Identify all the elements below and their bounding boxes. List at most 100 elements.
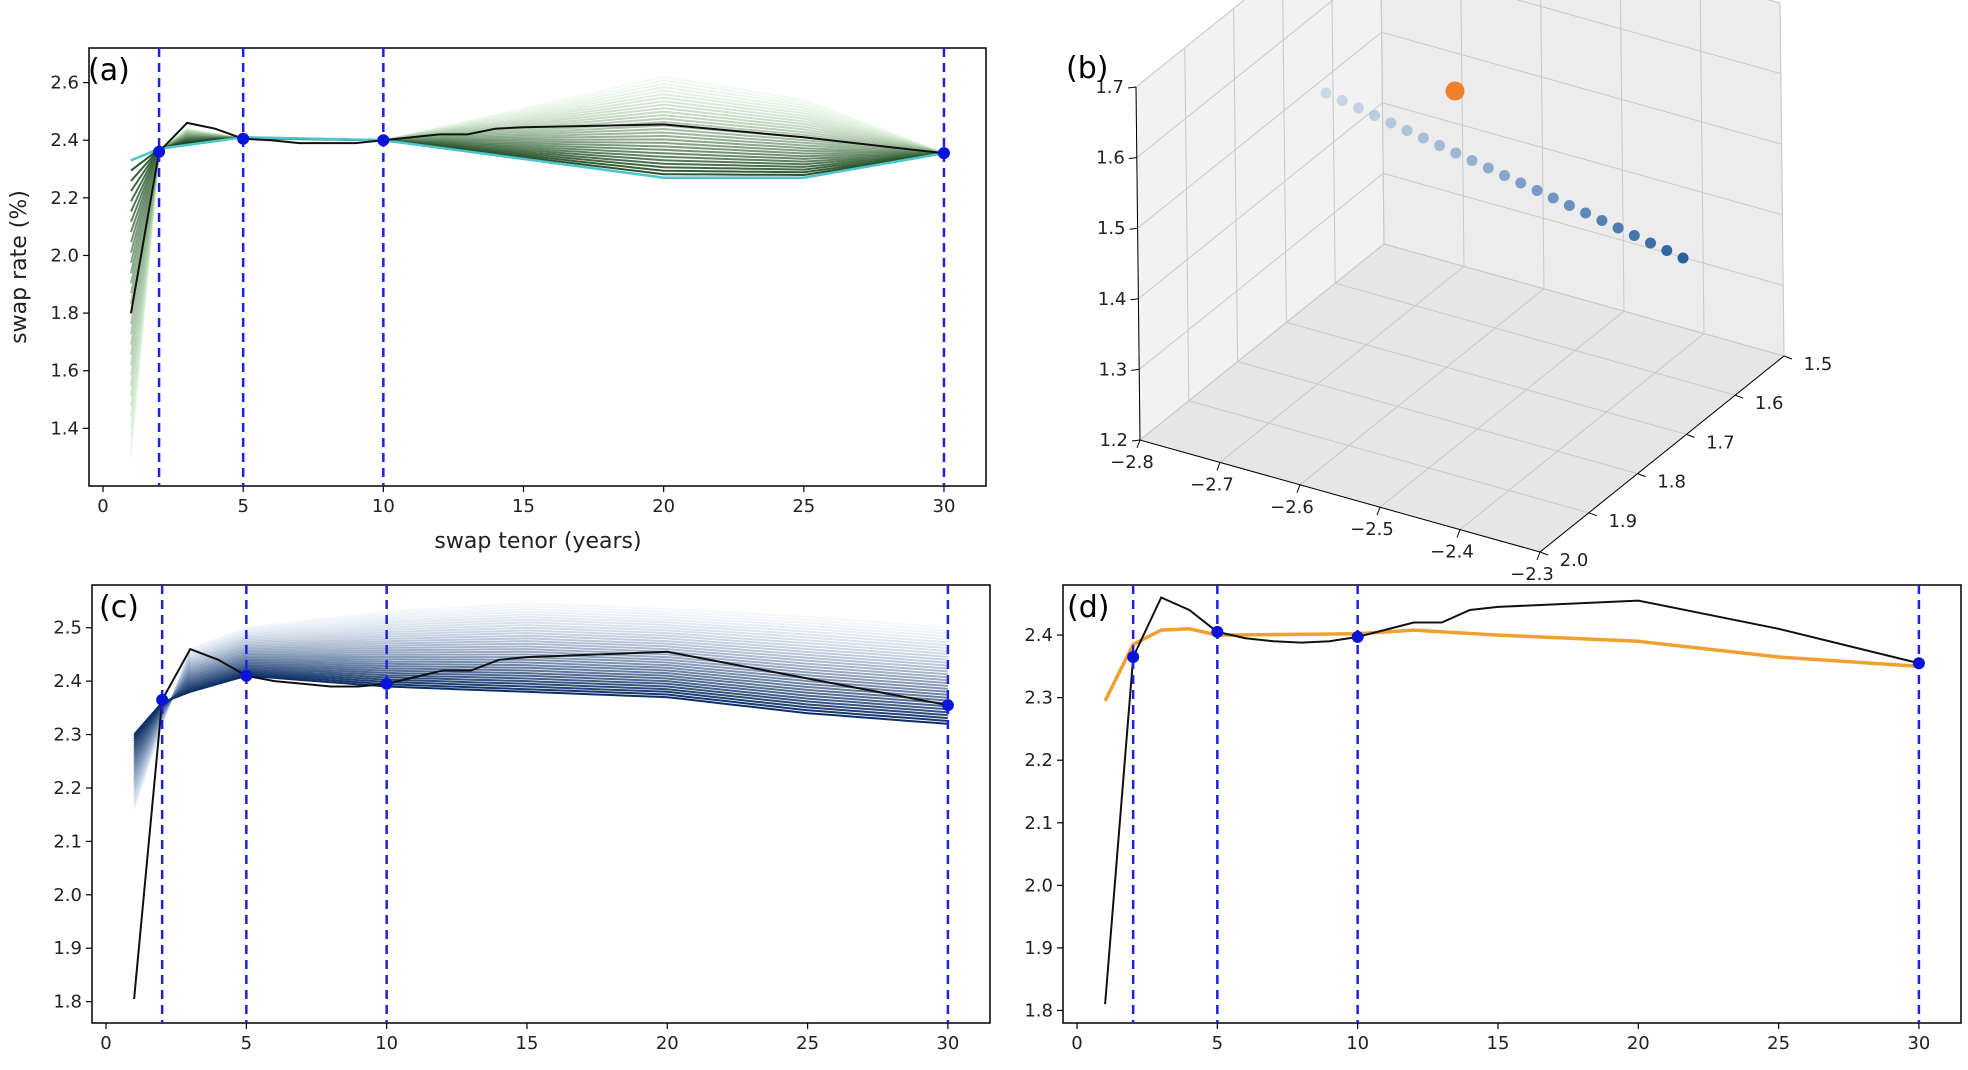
grid-x-floor — [1219, 266, 1465, 463]
ytick-label: 2.3 — [1024, 688, 1053, 709]
scatter-point — [1450, 147, 1462, 159]
scatter-point — [1482, 162, 1494, 174]
z3d-tick-label: 1.7 — [1095, 77, 1124, 98]
family-curve — [133, 660, 948, 758]
ytick-label: 1.9 — [53, 938, 82, 959]
family-curve — [133, 661, 948, 756]
scatter-point — [1661, 245, 1673, 256]
marker-dot — [941, 699, 954, 712]
scatter-point — [1401, 125, 1413, 136]
marker-dot — [1211, 625, 1224, 638]
scatter-point — [1547, 192, 1559, 204]
ytick-label: 1.8 — [1024, 1000, 1053, 1021]
xtick-label: 30 — [1907, 1033, 1930, 1054]
marker-dot — [1351, 630, 1364, 643]
xtick-label: 25 — [1767, 1033, 1790, 1054]
y3d-tick — [1735, 394, 1744, 399]
family-curve — [133, 668, 948, 745]
y3d-tick — [1539, 551, 1549, 556]
x3d-tick-label: −2.6 — [1270, 497, 1314, 518]
ytick-label: 1.9 — [1024, 938, 1053, 959]
grid-z-back — [1383, 243, 1785, 357]
marker-dot — [380, 677, 393, 690]
family-curve — [133, 642, 948, 776]
grid-z-back — [1516, 0, 1781, 75]
grid-z-left — [1137, 31, 1382, 229]
scatter-point — [1531, 185, 1543, 196]
ytick-label: 2.2 — [50, 188, 79, 209]
grid-x-floor — [1379, 310, 1625, 508]
y3d-tick-label: 2.0 — [1560, 550, 1589, 571]
y3d-tick — [1637, 473, 1646, 478]
panel-c-plot: 0 5 10 15 20 25 30 1.8 1.9 2.0 2.1 2.2 2.3 2.4 2.5 — [53, 585, 959, 1054]
family-curve — [133, 648, 948, 772]
xtick-label: 20 — [656, 1033, 679, 1054]
grid-z-left — [1139, 243, 1385, 441]
family-curve — [133, 637, 948, 781]
grid-x-floor — [1459, 333, 1705, 530]
scatter-point — [1499, 170, 1510, 181]
x3d-tick — [1456, 529, 1461, 538]
xtick-label: 5 — [237, 496, 248, 517]
z3d-tick — [1127, 86, 1137, 89]
family-curve — [133, 626, 948, 790]
family-curve — [133, 655, 948, 765]
xtick-label: 20 — [1627, 1033, 1650, 1054]
ytick-label: 2.1 — [1024, 813, 1053, 834]
grid-z-left — [1138, 173, 1384, 370]
family-curve — [133, 671, 948, 740]
panel-a-label: (a) — [88, 53, 130, 88]
ytick-label: 2.4 — [50, 130, 79, 151]
z3d-tick-label: 1.4 — [1098, 289, 1127, 310]
black-curve — [133, 647, 949, 1000]
y3d-tick-label: 1.7 — [1706, 432, 1735, 453]
marker-dot — [240, 669, 253, 682]
scatter-point — [1580, 207, 1592, 219]
grid-y-left — [1282, 0, 1287, 323]
grid-y-floor — [1237, 361, 1638, 475]
x3d-tick-label: −2.4 — [1430, 542, 1474, 563]
family-curve — [133, 615, 948, 799]
scatter-point — [1353, 102, 1364, 114]
z3d-tick-label: 1.2 — [1099, 430, 1128, 451]
grid-z-back — [1383, 172, 1784, 286]
marker-dot — [156, 693, 169, 706]
scatter-point — [1320, 87, 1332, 99]
family-curve — [133, 674, 948, 736]
ytick-label: 1.8 — [53, 992, 82, 1013]
z3d-tick — [1128, 157, 1137, 160]
ytick-label: 2.0 — [53, 885, 82, 906]
panel-a-ylabel: swap rate (%) — [7, 190, 32, 344]
panel-a: 0 5 10 15 20 25 30 1.4 1.6 1.8 2.0 2.2 2.4 2.6 (a) sw… — [7, 47, 987, 554]
family-curve — [133, 629, 948, 788]
grid-x-back — [1540, 0, 1545, 289]
z-axis-line — [1135, 86, 1141, 441]
scatter-point — [1466, 155, 1478, 166]
y3d-tick-label: 1.8 — [1657, 472, 1686, 493]
scatter-point — [1596, 215, 1608, 226]
grid-y-left — [1380, 0, 1385, 245]
grid-x-back — [1619, 0, 1625, 312]
x3d-tick — [1216, 462, 1221, 471]
grid-z-left — [1138, 102, 1383, 300]
ytick-label: 2.6 — [50, 73, 79, 94]
marker-dot — [937, 147, 950, 160]
z3d-tick-label: 1.6 — [1096, 148, 1125, 169]
xtick-label: 25 — [792, 496, 815, 517]
family-curve — [133, 650, 948, 770]
ytick-label: 2.5 — [53, 618, 82, 639]
y3d-tick — [1588, 512, 1597, 517]
x3d-tick — [1536, 551, 1541, 561]
grid-y-floor — [1335, 282, 1736, 396]
xtick-label: 20 — [652, 496, 675, 517]
scatter-point — [1385, 117, 1397, 129]
family-curve — [133, 664, 948, 751]
panel-a-plot: 0 5 10 15 20 25 30 1.4 1.6 1.8 2.0 2.2 2.4 2.6 — [50, 48, 955, 517]
scatter-point — [1336, 95, 1348, 106]
panel-b-plot: −2.8 −2.7 −2.6 −2.5 −2.4 −2.3 1.5 1.6 1.7 1.8 1.9 2… — [1095, 0, 1832, 585]
family-curve — [133, 618, 948, 797]
scatter-point — [1369, 110, 1381, 121]
y3d-tick — [1783, 355, 1793, 360]
panel-b: −2.8 −2.7 −2.6 −2.5 −2.4 −2.3 1.5 1.6 1.7 1.8 1.9 2… — [1066, 0, 1832, 585]
xtick-label: 10 — [372, 496, 395, 517]
